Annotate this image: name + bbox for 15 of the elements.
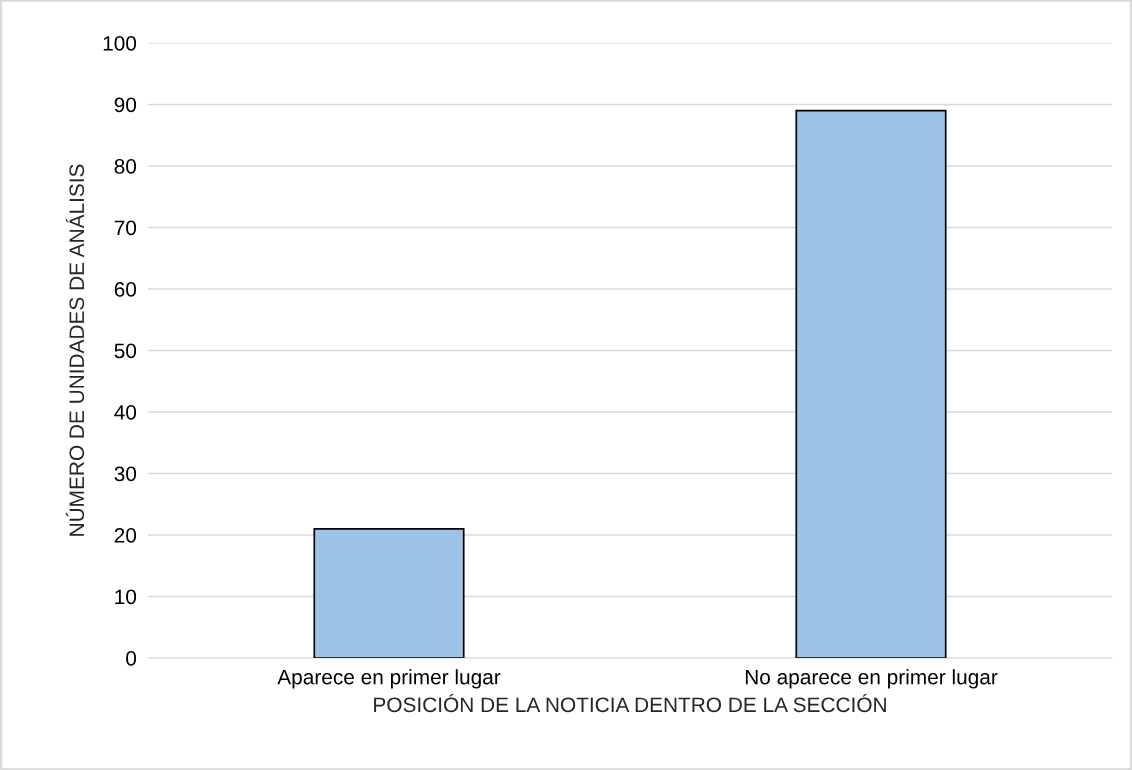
y-tick-label: 90 [114, 97, 137, 113]
y-tick-label: 50 [114, 343, 137, 359]
y-tick-label: 80 [114, 159, 137, 174]
y-tick-label: 10 [115, 589, 137, 605]
y-axis-title: NÚMERO DE UNIDADES DE ANÁLISIS [65, 164, 85, 536]
x-axis-title: POSICIÓN DE LA NOTICIA DENTRO DE LA SECCIÓN [374, 693, 886, 713]
y-tick-label: 40 [114, 405, 137, 420]
y-tick-label: 70 [114, 220, 137, 236]
x-tick-label: No aparece en primer lugar [745, 669, 998, 689]
y-tick-label: 20 [114, 528, 137, 543]
x-tick-label: Aparece en primer lugar [277, 669, 501, 689]
y-tick-label: 60 [114, 282, 137, 297]
y-tick-label: 0 [126, 651, 137, 666]
y-tick-label: 100 [103, 36, 137, 51]
y-tick-label: 30 [114, 466, 137, 482]
